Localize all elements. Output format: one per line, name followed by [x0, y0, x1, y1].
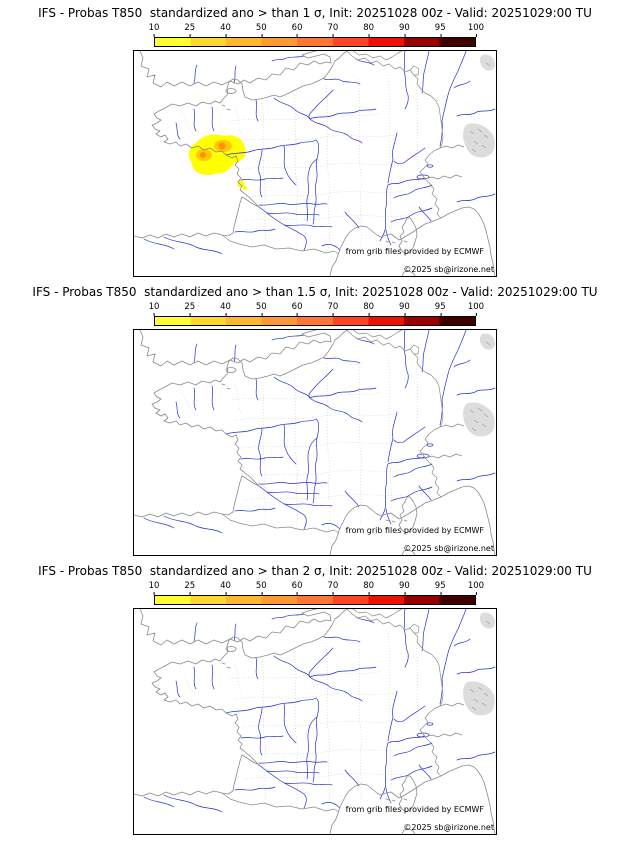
france-map-svg	[133, 330, 496, 555]
colorbar-gradient	[153, 316, 476, 326]
colorbar-tick-label: 80	[363, 581, 375, 595]
colorbar-tick-label: 95	[434, 23, 446, 37]
ecmwf-credit: from grib files provided by ECMWF	[345, 526, 484, 535]
colorbar-gradient	[153, 595, 476, 605]
panel-sigma-1-5: IFS - Probas T850 standardized ano > tha…	[32, 283, 598, 562]
panel-sigma-1: IFS - Probas T850 standardized ano > tha…	[38, 4, 592, 283]
colorbar-tick-label: 80	[363, 23, 375, 37]
copyright-text: ©2025 sb@irizone.net	[403, 544, 494, 553]
france-basemap	[133, 330, 496, 555]
colorbar-tick-label: 25	[184, 581, 196, 595]
colorbar-tick-label: 60	[291, 581, 303, 595]
ecmwf-credit: from grib files provided by ECMWF	[345, 805, 484, 814]
colorbar-tick-label: 90	[399, 23, 410, 37]
colorbar-tick-label: 100	[467, 23, 485, 37]
colorbar-tick-label: 10	[148, 581, 160, 595]
france-basemap	[133, 609, 496, 834]
probability-colorbar: 10 25 40 50 60 70 80 90 95 100	[149, 302, 484, 326]
colorbar-tick-label: 90	[399, 302, 410, 316]
colorbar-tick-label: 40	[220, 581, 231, 595]
probability-colorbar: 10 25 40 50 60 70 80 90 95 100	[149, 581, 484, 605]
colorbar-tick-label: 50	[255, 302, 267, 316]
colorbar-tick-label: 60	[291, 23, 303, 37]
colorbar-gradient	[153, 37, 476, 47]
colorbar-tick-label: 40	[220, 302, 231, 316]
colorbar-tick-label: 50	[255, 581, 267, 595]
colorbar-tick-label: 10	[148, 302, 160, 316]
colorbar-tick-label: 60	[291, 302, 303, 316]
ecmwf-credit: from grib files provided by ECMWF	[345, 247, 484, 256]
panel-title: IFS - Probas T850 standardized ano > tha…	[32, 285, 598, 299]
probability-colorbar: 10 25 40 50 60 70 80 90 95 100	[149, 23, 484, 47]
colorbar-tick-label: 10	[148, 23, 160, 37]
map-france-sigma-2: from grib files provided by ECMWF ©2025 …	[132, 608, 497, 835]
colorbar-tick-label: 95	[434, 302, 446, 316]
panel-title: IFS - Probas T850 standardized ano > tha…	[38, 6, 592, 20]
copyright-text: ©2025 sb@irizone.net	[403, 265, 494, 274]
colorbar-tick-label: 25	[184, 23, 196, 37]
france-map-svg	[133, 51, 496, 276]
france-map-svg	[133, 609, 496, 834]
panel-title: IFS - Probas T850 standardized ano > tha…	[38, 564, 592, 578]
colorbar-tick-label: 25	[184, 302, 196, 316]
colorbar-tick-label: 100	[467, 302, 485, 316]
colorbar-tick-label: 90	[399, 581, 410, 595]
colorbar-tick-label: 70	[327, 23, 339, 37]
france-basemap	[133, 51, 496, 276]
colorbar-tick-label: 70	[327, 302, 339, 316]
map-france-sigma-1-5: from grib files provided by ECMWF ©2025 …	[132, 329, 497, 556]
colorbar-tick-label: 40	[220, 23, 231, 37]
colorbar-tick-label: 80	[363, 302, 375, 316]
colorbar-tick-label: 70	[327, 581, 339, 595]
map-france-sigma-1: from grib files provided by ECMWF ©2025 …	[132, 50, 497, 277]
colorbar-tick-label: 50	[255, 23, 267, 37]
panel-sigma-2: IFS - Probas T850 standardized ano > tha…	[38, 562, 592, 841]
anomaly-contours	[188, 134, 247, 190]
colorbar-tick-label: 100	[467, 581, 485, 595]
colorbar-tick-label: 95	[434, 581, 446, 595]
